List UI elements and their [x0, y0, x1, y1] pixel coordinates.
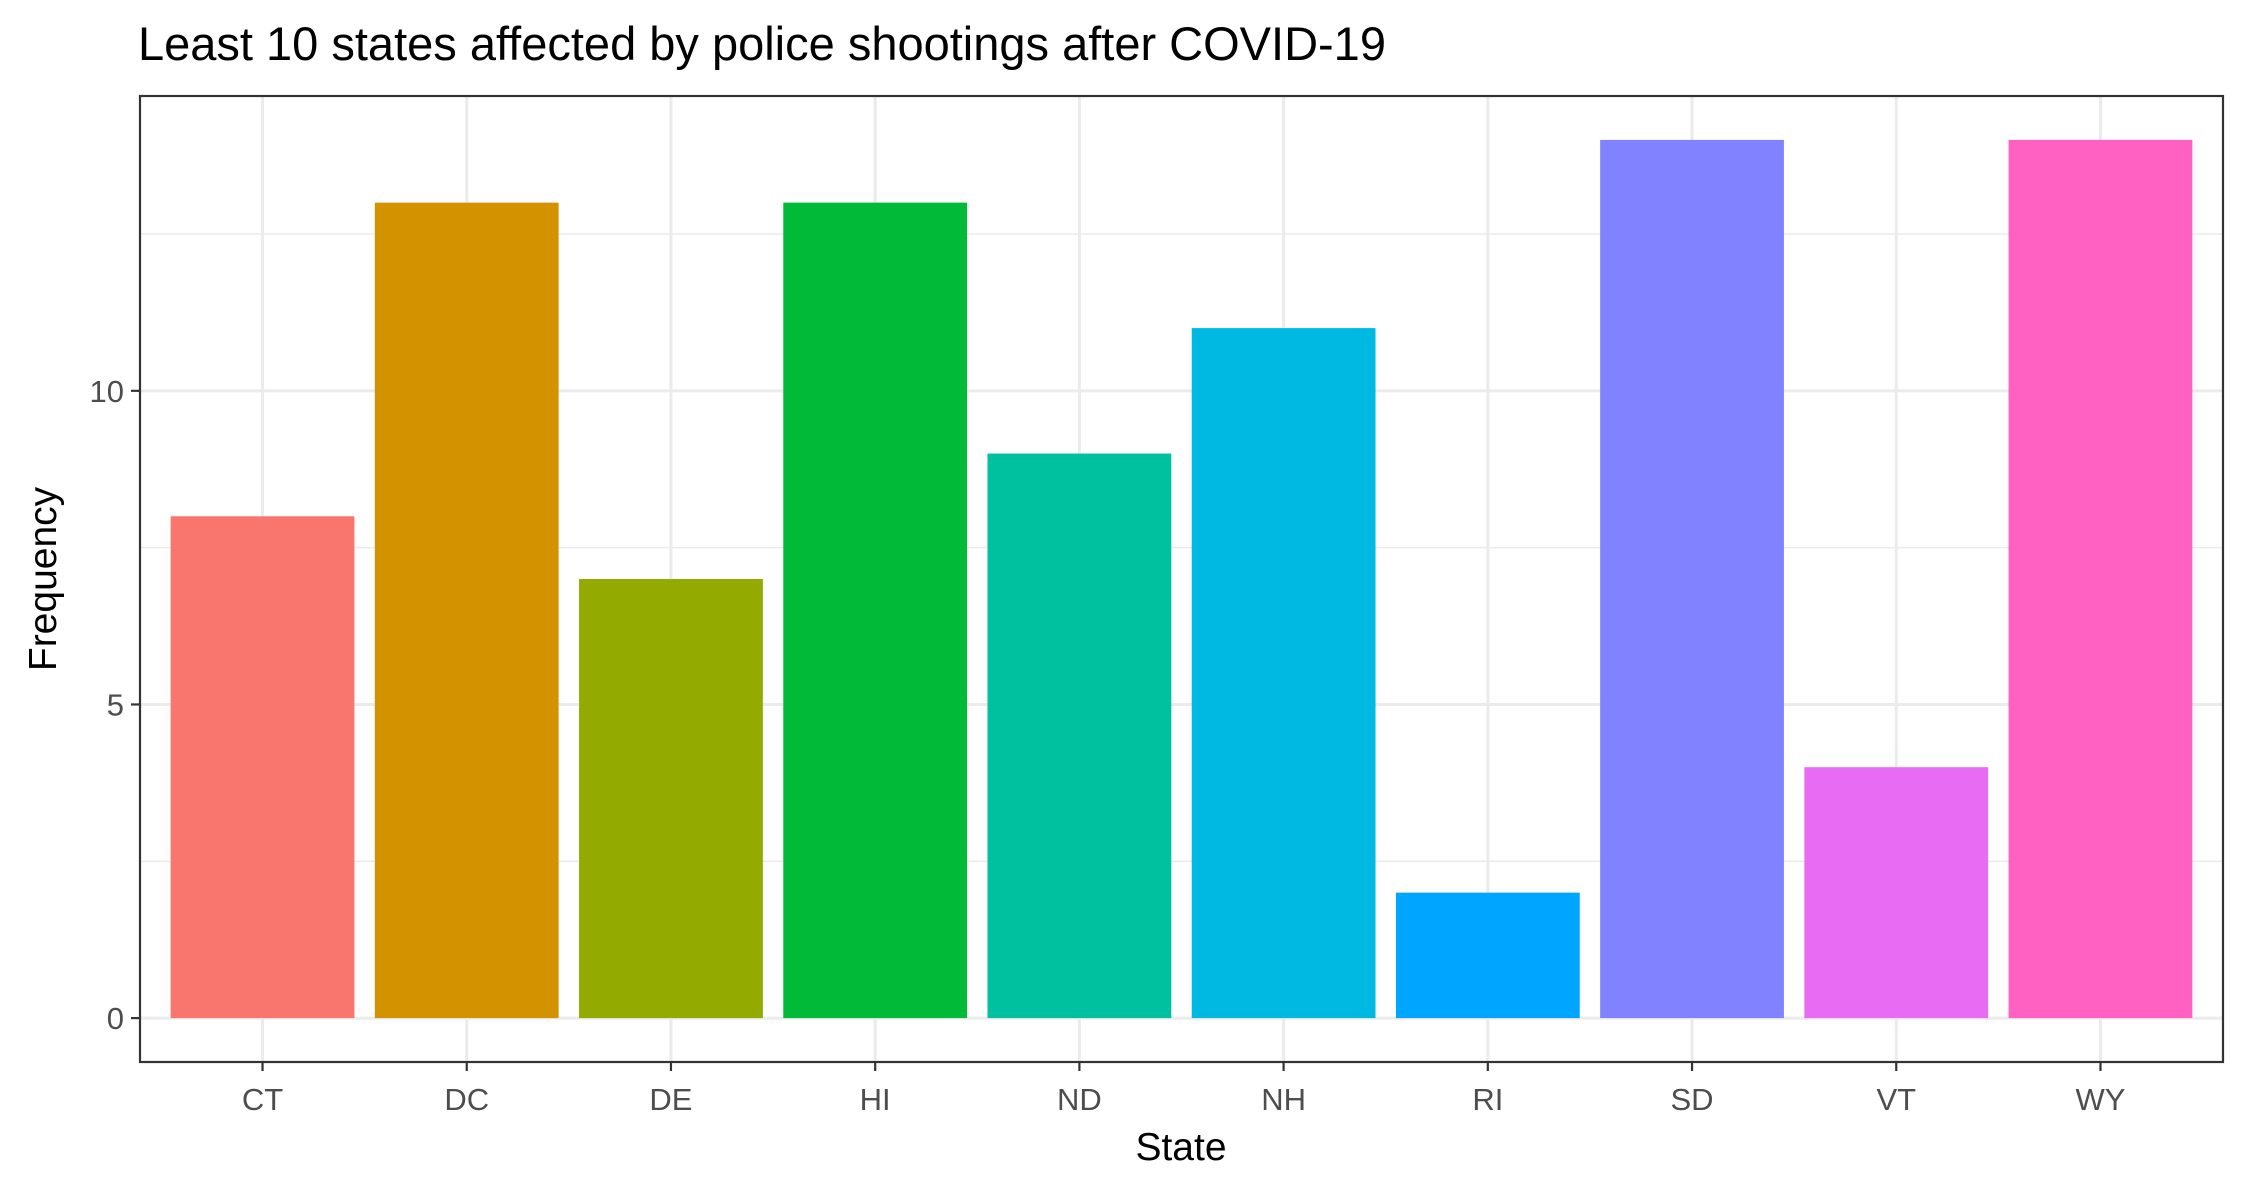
- bar-hi: [783, 202, 968, 1019]
- x-tick-label-ct: CT: [242, 1082, 283, 1117]
- bar-vt: [1804, 767, 1989, 1019]
- y-tick-label: 5: [107, 687, 124, 722]
- x-tick-label-hi: HI: [860, 1082, 891, 1117]
- chart-title: Least 10 states affected by police shoot…: [138, 17, 1386, 70]
- x-tick-label-vt: VT: [1876, 1082, 1916, 1117]
- bar-de: [579, 579, 763, 1019]
- x-axis-tick-labels: CT DC DE HI ND NH RI SD VT WY: [242, 1082, 2126, 1117]
- x-tick-label-dc: DC: [444, 1082, 489, 1117]
- bar-wy: [2008, 139, 2193, 1019]
- y-tick-label: 10: [90, 374, 124, 409]
- bar-nh: [1191, 328, 1376, 1019]
- y-axis-title: Frequency: [22, 486, 65, 671]
- plot-panel: [138, 94, 2225, 1064]
- y-tick-label: 0: [107, 1001, 124, 1036]
- x-tick-label-nd: ND: [1057, 1082, 1102, 1117]
- axis-ticks: [131, 389, 2102, 1071]
- bar-dc: [374, 202, 559, 1019]
- bar-nd: [987, 453, 1172, 1019]
- bar-ri: [1395, 892, 1580, 1019]
- x-tick-label-ri: RI: [1472, 1082, 1503, 1117]
- bar-sd: [1600, 139, 1784, 1019]
- bar-ct: [170, 516, 355, 1019]
- bars: [170, 139, 2193, 1019]
- x-axis-title: State: [1135, 1126, 1226, 1169]
- y-axis-tick-labels: 0 5 10: [90, 374, 124, 1036]
- x-tick-label-sd: SD: [1671, 1082, 1714, 1117]
- x-tick-label-de: DE: [649, 1082, 692, 1117]
- x-tick-label-nh: NH: [1261, 1082, 1306, 1117]
- x-tick-label-wy: WY: [2076, 1082, 2126, 1117]
